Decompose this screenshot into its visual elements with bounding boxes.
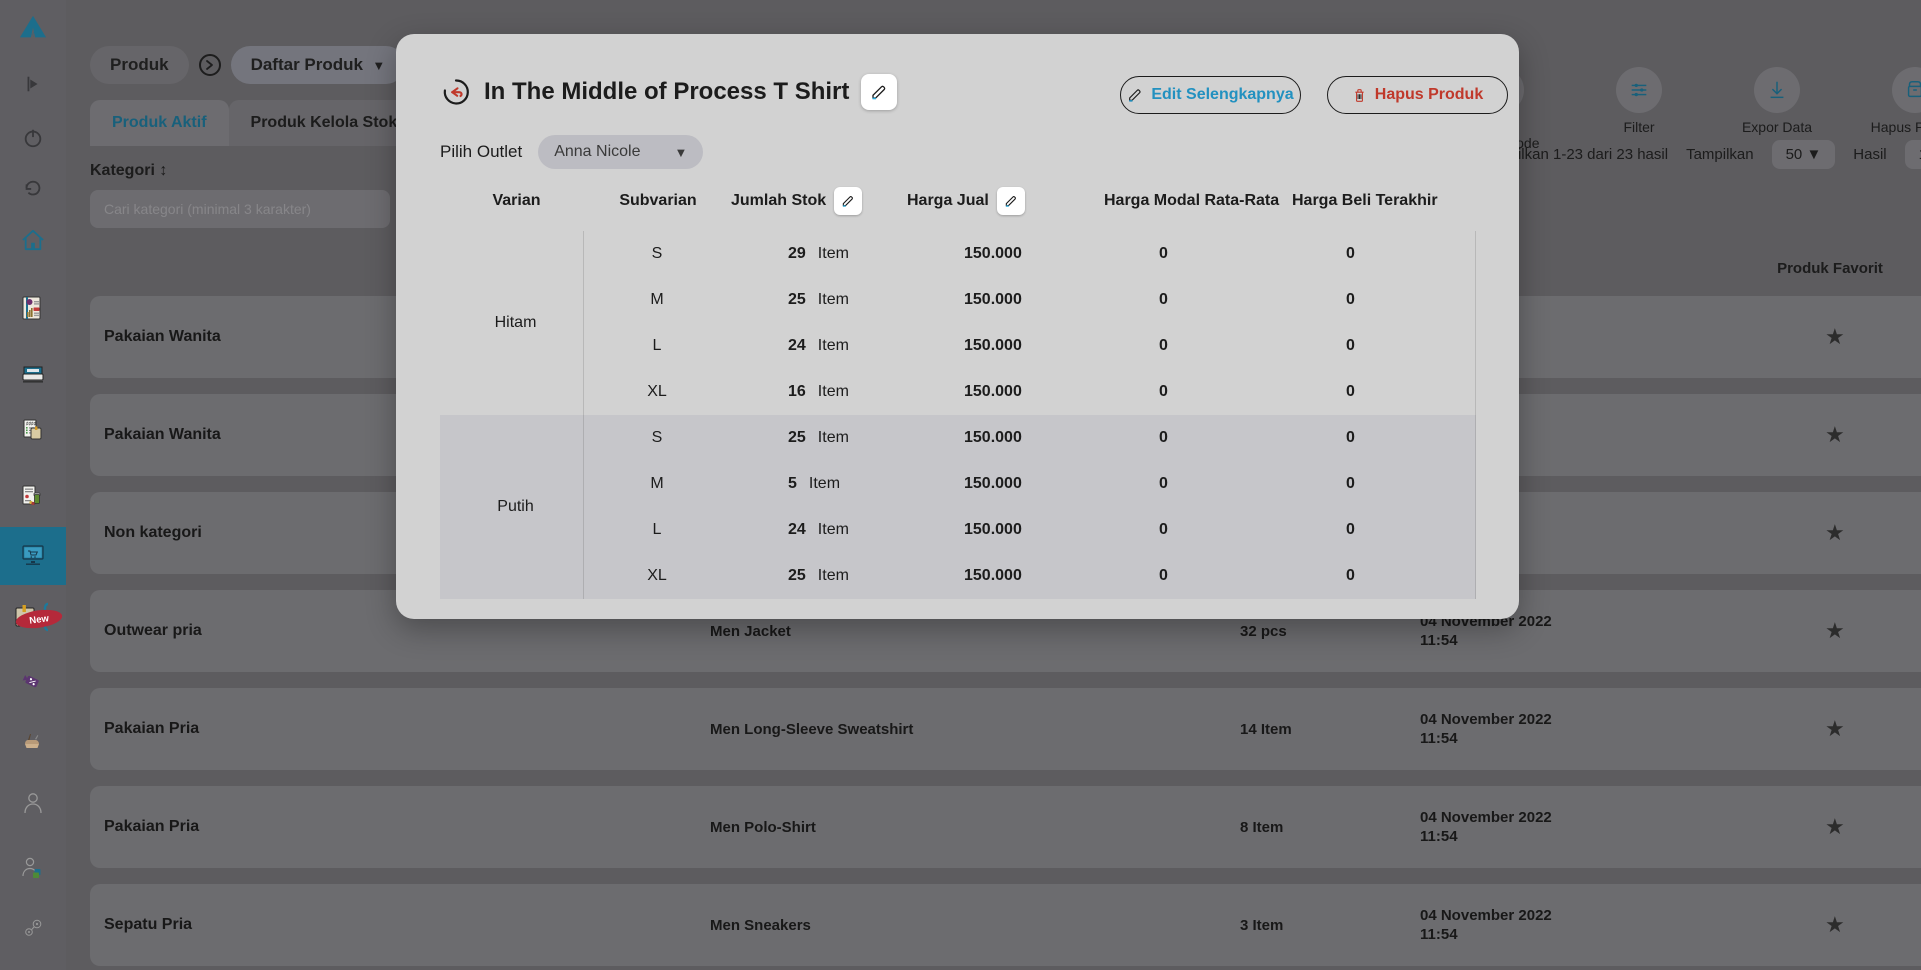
svg-text:♯♯♯♯: ♯♯♯♯ — [26, 421, 37, 427]
